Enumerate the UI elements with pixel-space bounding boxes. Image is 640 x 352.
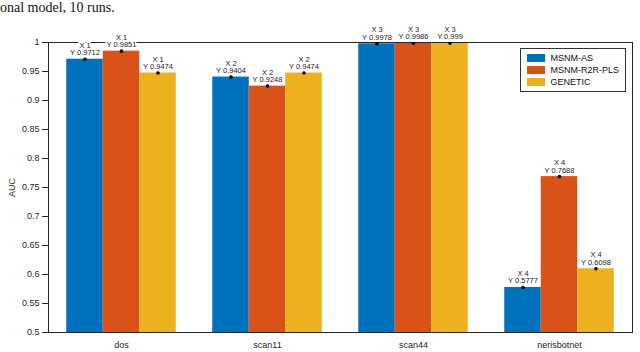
svg-text:scan11: scan11: [253, 340, 281, 350]
svg-text:X 1Y 0.9712: X 1Y 0.9712: [70, 41, 100, 58]
svg-text:0.55: 0.55: [22, 298, 40, 308]
svg-text:0.85: 0.85: [22, 124, 40, 134]
svg-text:X 2Y 0.9474: X 2Y 0.9474: [289, 55, 319, 71]
svg-text:X 1Y 0.9474: X 1Y 0.9474: [143, 55, 173, 71]
svg-text:0.5: 0.5: [27, 327, 40, 337]
svg-text:0.9: 0.9: [27, 95, 40, 105]
svg-text:0.8: 0.8: [27, 153, 40, 163]
svg-text:dos: dos: [114, 340, 129, 350]
svg-text:X 4Y 0.6098: X 4Y 0.6098: [581, 250, 611, 266]
svg-text:X 3Y 0.9986: X 3Y 0.9986: [399, 25, 429, 42]
svg-text:1: 1: [34, 37, 39, 47]
html-text:MSNM-R2R-PLS: MSNM-R2R-PLS: [550, 65, 619, 75]
svg-text:X 3Y 0.9978: X 3Y 0.9978: [362, 25, 392, 42]
svg-text:X 1Y 0.9851: X 1Y 0.9851: [107, 33, 137, 50]
svg-text:X 2Y 0.9404: X 2Y 0.9404: [216, 59, 246, 76]
svg-text:0.95: 0.95: [22, 66, 40, 76]
html-text:GENETIC: GENETIC: [550, 77, 591, 87]
svg-text:X 4Y 0.7688: X 4Y 0.7688: [545, 158, 575, 175]
svg-text:X 2Y 0.9248: X 2Y 0.9248: [253, 68, 283, 85]
svg-text:0.7: 0.7: [27, 211, 40, 221]
svg-text:0.75: 0.75: [22, 182, 40, 192]
html-text:MSNM-AS: MSNM-AS: [550, 53, 593, 63]
svg-text:scan44: scan44: [399, 340, 428, 350]
svg-text:AUC: AUC: [7, 178, 17, 198]
svg-text:0.65: 0.65: [22, 240, 40, 250]
html-text:onal model, 10 runs.: onal model, 10 runs.: [0, 0, 115, 15]
svg-text:X 4Y 0.5777: X 4Y 0.5777: [508, 269, 538, 286]
svg-text:X 3Y 0.999: X 3Y 0.999: [437, 25, 463, 42]
svg-text:nerisbotnet: nerisbotnet: [537, 340, 582, 350]
svg-text:0.6: 0.6: [27, 269, 40, 279]
